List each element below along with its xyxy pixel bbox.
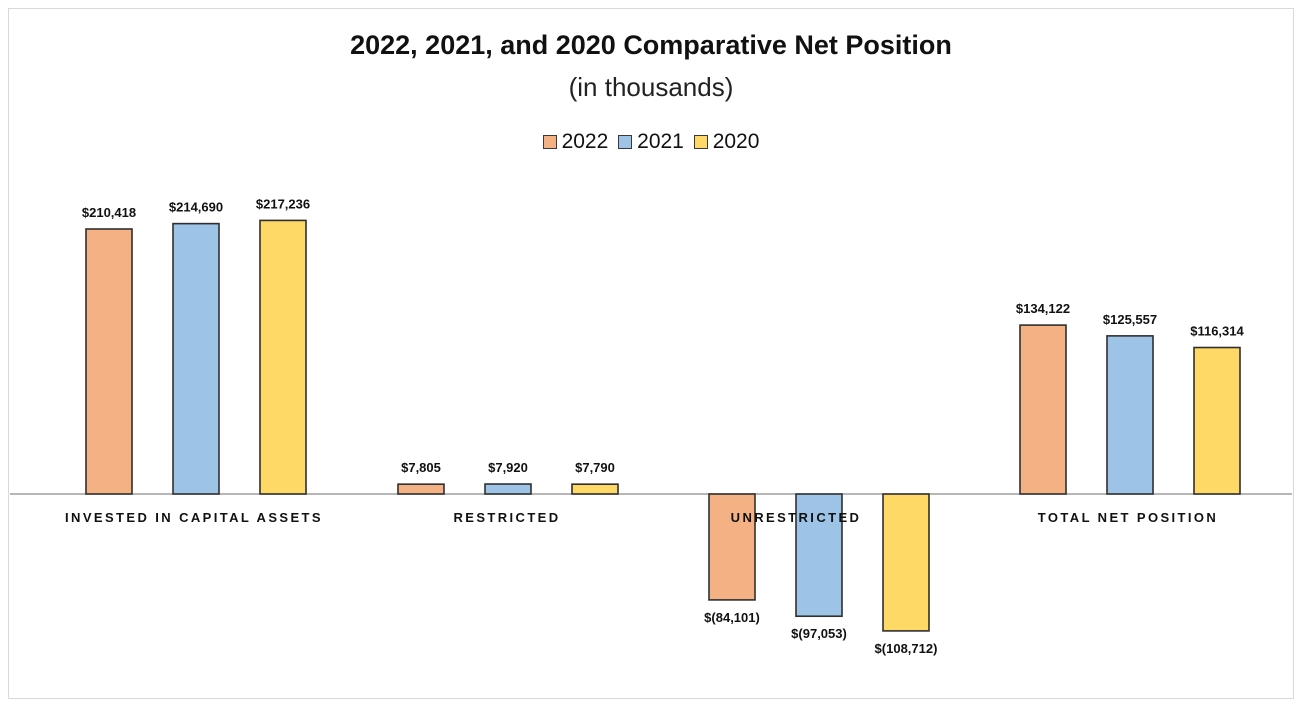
bar-2022-3: [708, 493, 756, 601]
bar-2020-4: [1193, 346, 1241, 495]
bar-2022-4: [1019, 324, 1067, 495]
bar-2021-2: [484, 483, 532, 495]
legend-entry-2021: 2021: [618, 130, 684, 154]
data-label-2020-2: $7,790: [575, 460, 615, 475]
data-label-2020-1: $217,236: [256, 196, 310, 211]
data-label-2022-2: $7,805: [401, 460, 441, 475]
legend-label-2020: 2020: [712, 130, 760, 153]
category-label-1: INVESTED IN CAPITAL ASSETS: [65, 510, 323, 525]
bar-2020-1: [259, 219, 307, 495]
data-label-2021-2: $7,920: [488, 460, 528, 475]
legend-entry-2022: 2022: [542, 130, 609, 154]
bar-2021-1: [172, 222, 220, 495]
bar-2020-3: [882, 493, 930, 632]
data-label-2022-4: $134,122: [1016, 301, 1070, 316]
data-label-2021-3: $(97,053): [791, 626, 847, 641]
chart-subtitle: (in thousands): [568, 72, 734, 102]
data-label-2021-4: $125,557: [1103, 312, 1157, 327]
category-label-4: TOTAL NET POSITION: [1038, 510, 1218, 525]
bar-2022-2: [397, 483, 445, 495]
legend-label-2021: 2021: [637, 130, 684, 153]
data-label-2020-4: $116,314: [1190, 324, 1244, 339]
bar-2021-3: [795, 493, 843, 618]
chart-frame: [8, 8, 1294, 699]
category-label-2: RESTRICTED: [453, 510, 560, 525]
legend-entry-2020: 2020: [693, 130, 760, 154]
legend-label-2022: 2022: [561, 130, 609, 153]
data-label-2022-1: $210,418: [82, 205, 136, 220]
bar-2022-1: [85, 228, 133, 495]
legend-swatch-2021: [618, 135, 633, 149]
bar-2021-4: [1106, 335, 1154, 495]
data-label-2022-3: $(84,101): [704, 610, 760, 625]
legend-swatch-2020: [693, 135, 708, 149]
data-label-2021-1: $214,690: [169, 200, 223, 215]
category-label-3: UNRESTRICTED: [731, 510, 862, 525]
chart-legend: 2022 2021 2020: [0, 130, 1302, 155]
chart-title: 2022, 2021, and 2020 Comparative Net Pos…: [350, 30, 952, 60]
legend-swatch-2022: [542, 135, 557, 149]
data-label-2020-3: $(108,712): [875, 641, 938, 656]
bar-2020-2: [571, 483, 619, 495]
